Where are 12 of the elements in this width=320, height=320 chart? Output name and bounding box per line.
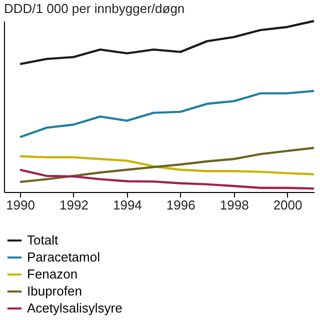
legend-label: Paracetamol bbox=[27, 250, 100, 264]
legend-label: Ibuprofen bbox=[27, 284, 82, 298]
legend-label: Acetylsalisylsyre bbox=[27, 300, 122, 316]
x-tick-label: 1996 bbox=[166, 198, 196, 212]
x-tick-label: 1990 bbox=[6, 198, 35, 212]
x-tick-label: 1992 bbox=[60, 198, 88, 212]
x-tick-label: 1998 bbox=[220, 198, 249, 212]
x-tick-label: 1994 bbox=[112, 198, 142, 212]
legend-label: Fenazon bbox=[27, 266, 78, 282]
legend-label: Totalt bbox=[27, 232, 58, 248]
chart-title: DDD/1 000 per innbygger/døgn bbox=[4, 0, 185, 16]
x-tick-label: 2000 bbox=[273, 198, 302, 212]
